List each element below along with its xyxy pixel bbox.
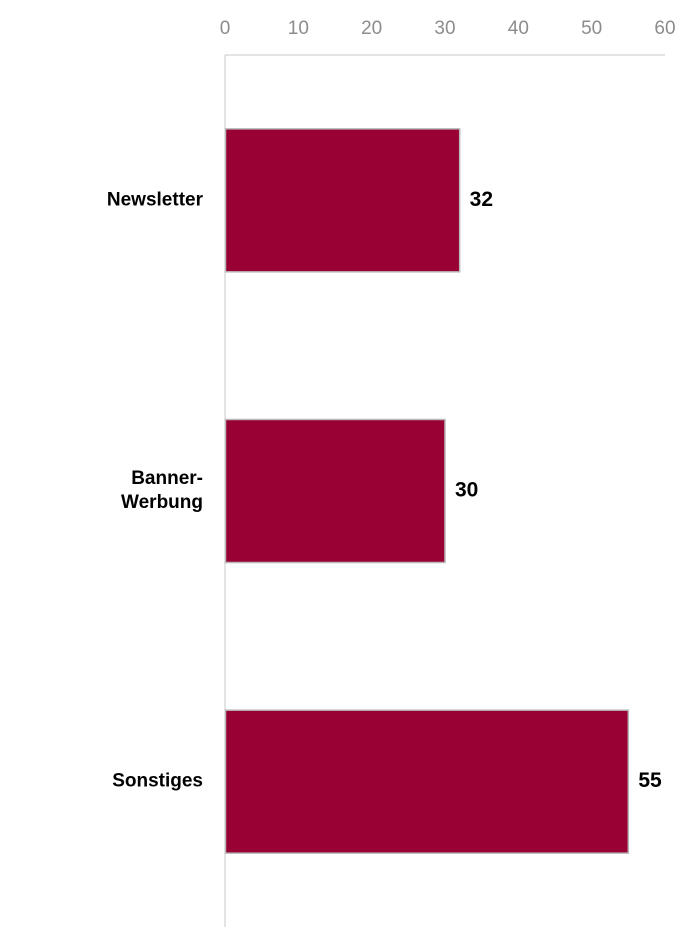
x-tick-label: 40 <box>508 18 529 39</box>
category-label: Newsletter <box>107 189 204 210</box>
x-axis-ticks: 0 10 20 30 40 50 60 <box>220 18 676 39</box>
category-label: Banner-Werbung <box>121 468 203 513</box>
value-label: 30 <box>455 479 478 502</box>
category-labels: Newsletter Banner-Werbung Sonstiges <box>107 189 204 791</box>
category-label: Sonstiges <box>112 771 203 792</box>
value-label: 55 <box>638 769 662 792</box>
value-label: 32 <box>470 188 493 211</box>
bars <box>224 128 630 854</box>
x-tick-label: 10 <box>288 18 309 39</box>
x-tick-label: 60 <box>654 18 675 39</box>
x-tick-label: 50 <box>581 18 602 39</box>
x-tick-label: 30 <box>434 18 455 39</box>
value-labels: 32 30 55 <box>455 188 662 792</box>
bar <box>224 418 446 564</box>
bar <box>224 128 461 273</box>
x-tick-label: 20 <box>361 18 382 39</box>
x-tick-label: 0 <box>220 18 231 39</box>
bar <box>224 709 630 854</box>
